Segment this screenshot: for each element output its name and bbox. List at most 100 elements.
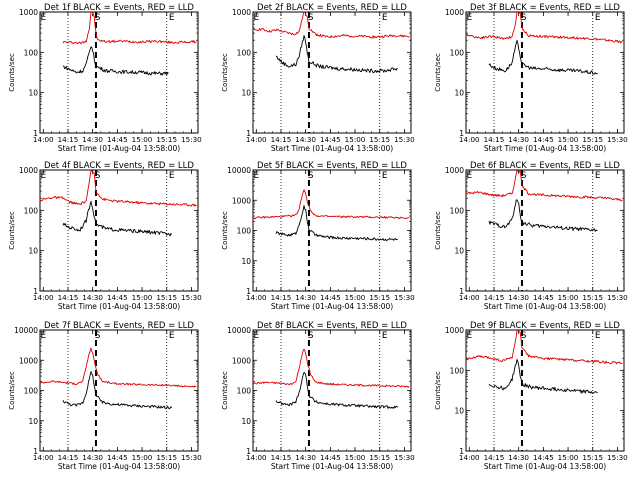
x-tick-label: 15:00 bbox=[558, 135, 579, 144]
panel-title: Det 2f BLACK = Events, RED = LLD bbox=[257, 3, 407, 13]
lld-series-line bbox=[39, 169, 197, 207]
y-axis-label: Counts/sec bbox=[434, 53, 442, 92]
y-tick-label: 1 bbox=[459, 129, 464, 138]
panel-title: Det 1f BLACK = Events, RED = LLD bbox=[44, 3, 194, 13]
interval-letter: S bbox=[308, 171, 314, 181]
x-tick-label: 14:00 bbox=[33, 135, 54, 144]
y-axis-label: Counts/sec bbox=[221, 211, 229, 250]
events-series-line bbox=[488, 358, 598, 394]
y-tick-label: 10000 bbox=[227, 166, 251, 175]
x-tick-label: 14:45 bbox=[107, 293, 128, 302]
y-tick-label: 10 bbox=[454, 89, 464, 98]
lld-series-line bbox=[253, 11, 410, 39]
y-tick-label: 1000 bbox=[445, 326, 464, 335]
interval-letter: E bbox=[595, 331, 601, 341]
x-tick-label: 15:15 bbox=[582, 135, 603, 144]
interval-letter: S bbox=[521, 171, 527, 181]
events-series-line bbox=[275, 205, 399, 242]
y-tick-label: 10 bbox=[454, 407, 464, 416]
y-tick-label: 100 bbox=[24, 206, 39, 215]
lld-series-line bbox=[252, 189, 410, 220]
interval-letter: S bbox=[95, 13, 101, 23]
x-tick-label: 15:00 bbox=[132, 453, 153, 462]
x-tick-label: 15:15 bbox=[582, 293, 603, 302]
x-tick-label: 15:30 bbox=[607, 135, 628, 144]
y-tick-label: 1000 bbox=[445, 8, 464, 17]
y-tick-label: 1 bbox=[246, 287, 251, 296]
x-tick-label: 14:30 bbox=[508, 293, 529, 302]
events-series-line bbox=[275, 371, 399, 409]
x-tick-label: 14:15 bbox=[58, 453, 79, 462]
x-tick-label: 14:00 bbox=[246, 135, 267, 144]
x-tick-label: 15:15 bbox=[369, 293, 390, 302]
y-tick-label: 1 bbox=[33, 129, 38, 138]
x-tick-label: 15:15 bbox=[156, 293, 177, 302]
plot-frame bbox=[39, 329, 199, 452]
events-series-line bbox=[488, 39, 598, 75]
events-series-line bbox=[275, 35, 398, 73]
x-tick-label: 15:30 bbox=[181, 293, 202, 302]
detector-panel-7: Det 7f BLACK = Events, RED = LLD 1 10 100 10… bbox=[8, 321, 202, 471]
x-tick-label: 14:00 bbox=[459, 293, 480, 302]
interval-letter: S bbox=[95, 331, 101, 341]
panel-title: Det 9f BLACK = Events, RED = LLD bbox=[470, 321, 620, 331]
y-tick-label: 100 bbox=[24, 387, 39, 396]
x-tick-label: 14:30 bbox=[508, 135, 529, 144]
x-tick-label: 14:15 bbox=[484, 135, 505, 144]
plot-frame bbox=[465, 329, 625, 452]
y-tick-label: 1000 bbox=[445, 166, 464, 175]
x-axis-label: Start Time (01-Aug-04 13:58:00) bbox=[271, 144, 393, 153]
x-tick-label: 15:00 bbox=[132, 135, 153, 144]
x-tick-label: 15:30 bbox=[607, 293, 628, 302]
y-tick-label: 10 bbox=[241, 257, 251, 266]
x-tick-label: 15:30 bbox=[181, 135, 202, 144]
y-axis-label: Counts/sec bbox=[8, 371, 16, 410]
x-tick-label: 14:30 bbox=[82, 135, 103, 144]
y-tick-label: 1 bbox=[33, 287, 38, 296]
x-tick-label: 15:00 bbox=[558, 293, 579, 302]
detector-panel-8: Det 8f BLACK = Events, RED = LLD 1 10 100 10… bbox=[221, 321, 415, 471]
x-tick-label: 14:45 bbox=[533, 135, 554, 144]
interval-letter: E bbox=[253, 171, 259, 181]
detector-panel-4: Det 4f BLACK = Events, RED = LLD 1 10 100 10… bbox=[8, 161, 202, 311]
x-axis-label: Start Time (01-Aug-04 13:58:00) bbox=[484, 462, 606, 471]
interval-letter: S bbox=[308, 331, 314, 341]
events-series-line bbox=[62, 46, 169, 76]
interval-letter: E bbox=[382, 331, 388, 341]
y-tick-label: 100 bbox=[24, 48, 39, 57]
x-axis-label: Start Time (01-Aug-04 13:58:00) bbox=[271, 302, 393, 311]
x-tick-label: 14:00 bbox=[246, 293, 267, 302]
plot-frame bbox=[252, 11, 412, 134]
y-tick-label: 10 bbox=[241, 89, 251, 98]
x-tick-label: 14:15 bbox=[484, 293, 505, 302]
interval-letter: E bbox=[595, 171, 601, 181]
plot-frame bbox=[465, 169, 625, 292]
plot-frame bbox=[39, 169, 199, 292]
x-tick-label: 14:30 bbox=[295, 453, 316, 462]
x-tick-label: 15:00 bbox=[345, 293, 366, 302]
x-tick-label: 14:15 bbox=[58, 135, 79, 144]
y-tick-label: 100 bbox=[450, 48, 465, 57]
x-tick-label: 14:15 bbox=[58, 293, 79, 302]
x-tick-label: 14:00 bbox=[459, 135, 480, 144]
x-tick-label: 14:00 bbox=[246, 453, 267, 462]
panel-title: Det 8f BLACK = Events, RED = LLD bbox=[257, 321, 407, 331]
x-tick-label: 14:00 bbox=[33, 453, 54, 462]
panel-title: Det 6f BLACK = Events, RED = LLD bbox=[470, 161, 620, 171]
interval-letter: E bbox=[169, 171, 175, 181]
y-tick-label: 1000 bbox=[232, 196, 251, 205]
lld-series-line bbox=[39, 347, 197, 388]
y-tick-label: 100 bbox=[237, 48, 252, 57]
interval-letter: E bbox=[382, 171, 388, 181]
detector-panel-6: Det 6f BLACK = Events, RED = LLD 1 10 100 10… bbox=[434, 161, 628, 311]
x-tick-label: 14:00 bbox=[459, 453, 480, 462]
x-tick-label: 14:15 bbox=[271, 453, 292, 462]
lld-series-line bbox=[465, 170, 623, 202]
panel-title: Det 5f BLACK = Events, RED = LLD bbox=[257, 161, 407, 171]
y-tick-label: 100 bbox=[450, 366, 465, 375]
panel-title: Det 4f BLACK = Events, RED = LLD bbox=[44, 161, 194, 171]
interval-letter: E bbox=[466, 331, 472, 341]
x-tick-label: 14:30 bbox=[508, 453, 529, 462]
events-series-line bbox=[488, 199, 598, 232]
